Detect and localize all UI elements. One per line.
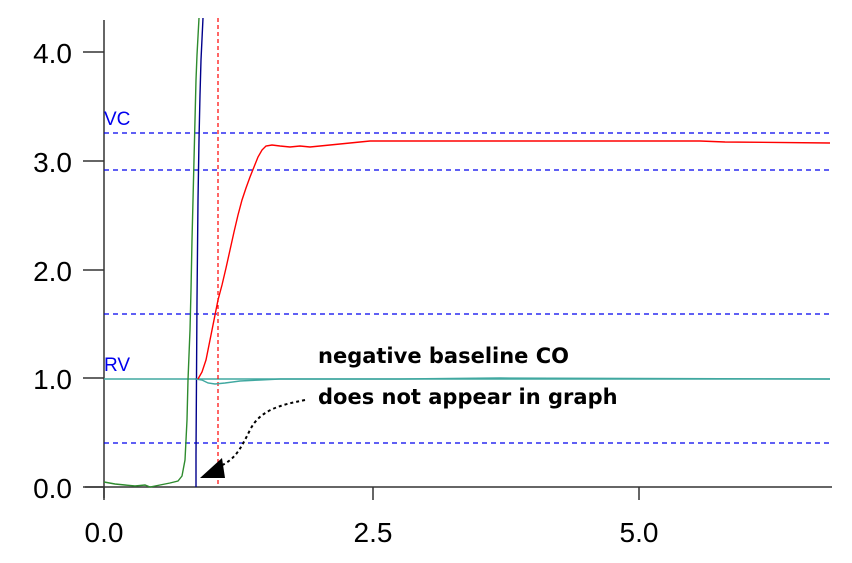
green-trace	[103, 17, 200, 488]
vc-label: VC	[104, 109, 130, 130]
annotation-line2: does not appear in graph	[318, 385, 618, 409]
y-tick-label: 2.0	[33, 256, 72, 287]
annotation-line1: negative baseline CO	[318, 344, 569, 368]
red-trace	[197, 140, 831, 380]
y-tick-label: 4.0	[33, 38, 72, 69]
rv-label: RV	[104, 355, 130, 376]
blue-trace	[195, 17, 204, 487]
y-ticks: 0.0 1.0 2.0 3.0 4.0	[33, 38, 104, 504]
arrow-head-icon	[200, 458, 225, 478]
x-tick-label: 0.0	[85, 517, 124, 548]
annotation-arrow	[217, 399, 306, 468]
x-tick-label: 5.0	[620, 517, 659, 548]
y-tick-label: 0.0	[33, 473, 72, 504]
teal-trace	[195, 377, 831, 385]
y-tick-label: 3.0	[33, 147, 72, 178]
y-tick-label: 1.0	[33, 364, 72, 395]
x-ticks: 0.0 2.5 5.0	[85, 487, 659, 548]
x-tick-label: 2.5	[354, 517, 393, 548]
